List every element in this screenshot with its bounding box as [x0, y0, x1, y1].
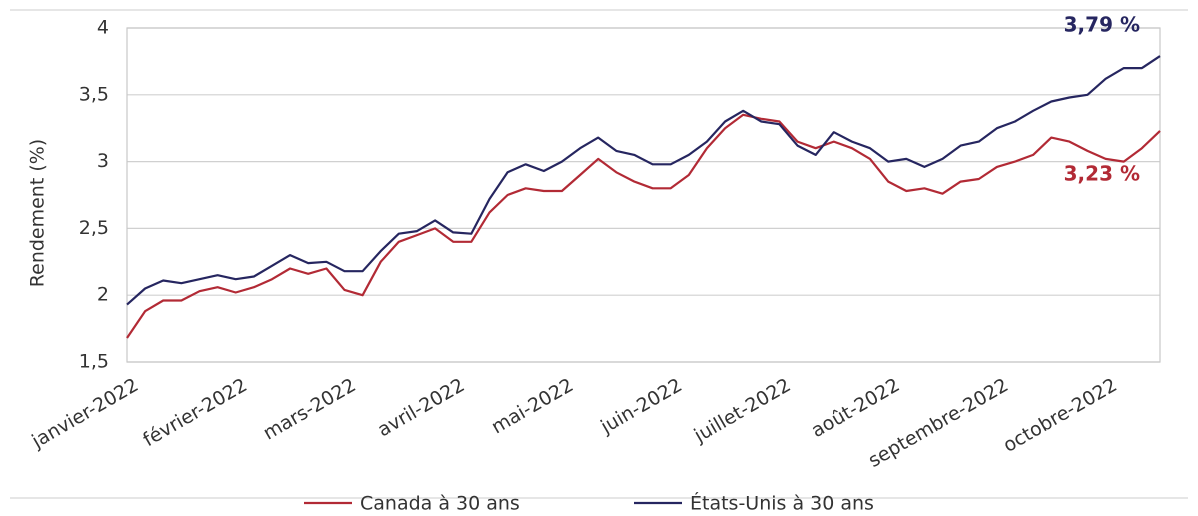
y-axis-label: Rendement (%) [27, 139, 49, 287]
x-tick-label: août-2022 [808, 374, 904, 442]
end-label: 3,23 % [1064, 161, 1140, 185]
x-tick-label: octobre-2022 [999, 374, 1120, 457]
legend-label: Canada à 30 ans [360, 493, 520, 515]
x-tick-label: janvier-2022 [27, 374, 142, 453]
x-tick-label: juin-2022 [596, 374, 686, 438]
x-tick-label: avril-2022 [374, 374, 469, 441]
x-tick-label: février-2022 [139, 374, 251, 451]
x-tick-label: mai-2022 [488, 374, 577, 438]
end-label: 3,79 % [1064, 13, 1140, 37]
y-tick-label: 2,5 [79, 217, 109, 239]
legend-label: États-Unis à 30 ans [690, 492, 874, 515]
line-series [126, 113, 1161, 339]
y-tick-label: 3 [97, 150, 109, 172]
line-series [126, 55, 1161, 306]
y-tick-label: 1,5 [79, 351, 109, 373]
x-tick-label: juillet-2022 [690, 374, 795, 447]
y-tick-label: 2 [97, 284, 109, 306]
plot-frame [126, 27, 1161, 363]
y-tick-label: 4 [97, 17, 109, 39]
x-tick-label: mars-2022 [259, 374, 359, 445]
y-tick-label: 3,5 [79, 83, 109, 105]
